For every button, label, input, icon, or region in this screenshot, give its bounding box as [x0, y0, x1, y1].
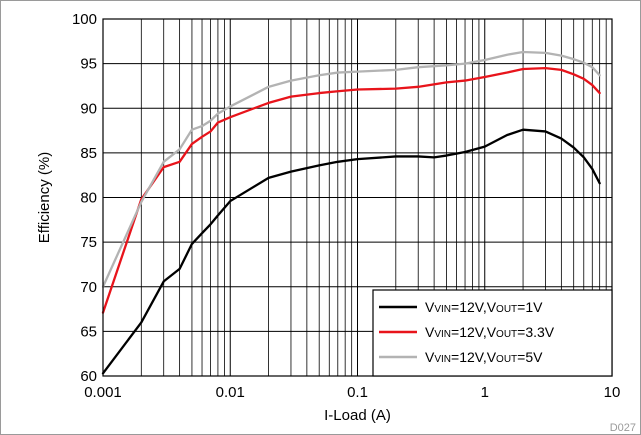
y-tick-label: 75 [80, 234, 97, 251]
series-line-3 [101, 50, 601, 288]
y-tick-label: 60 [80, 368, 97, 385]
series-line-2 [101, 66, 601, 314]
legend-entry: VVIN=12V,VOUT=3.3V [425, 324, 555, 340]
y-tick-label: 95 [80, 56, 97, 73]
y-tick-label: 90 [80, 100, 97, 117]
plot-area-border [102, 18, 613, 377]
x-tick-label: 0.001 [84, 384, 122, 401]
y-tick-label: 85 [80, 145, 97, 162]
legend-entry: VVIN=12V,VOUT=1V [425, 299, 543, 315]
figure-id: D027 [610, 422, 636, 434]
x-tick-label: 0.1 [347, 384, 368, 401]
y-tick-label: 80 [80, 190, 97, 207]
legend: VVIN=12V,VOUT=1V VVIN=12V,VOUT=3.3V VVIN=1… [372, 289, 613, 377]
x-tick-label: 10 [604, 384, 621, 401]
series-line-1 [101, 128, 601, 375]
x-tick-label: 1 [481, 384, 489, 401]
series-lines [101, 50, 601, 375]
tick-labels: 0.001 0.01 0.1 1 10 60 65 70 75 80 85 90 95 100 [72, 11, 620, 401]
y-tick-label: 65 [80, 323, 97, 340]
y-tick-label: 100 [72, 11, 97, 28]
y-tick-label: 70 [80, 279, 97, 296]
x-tick-label: 0.01 [216, 384, 245, 401]
x-axis-title: I-Load (A) [324, 407, 391, 424]
y-axis-title: Efficiency (%) [36, 152, 53, 243]
legend-entry: VVIN=12V,VOUT=5V [425, 349, 543, 365]
grid [103, 19, 612, 376]
